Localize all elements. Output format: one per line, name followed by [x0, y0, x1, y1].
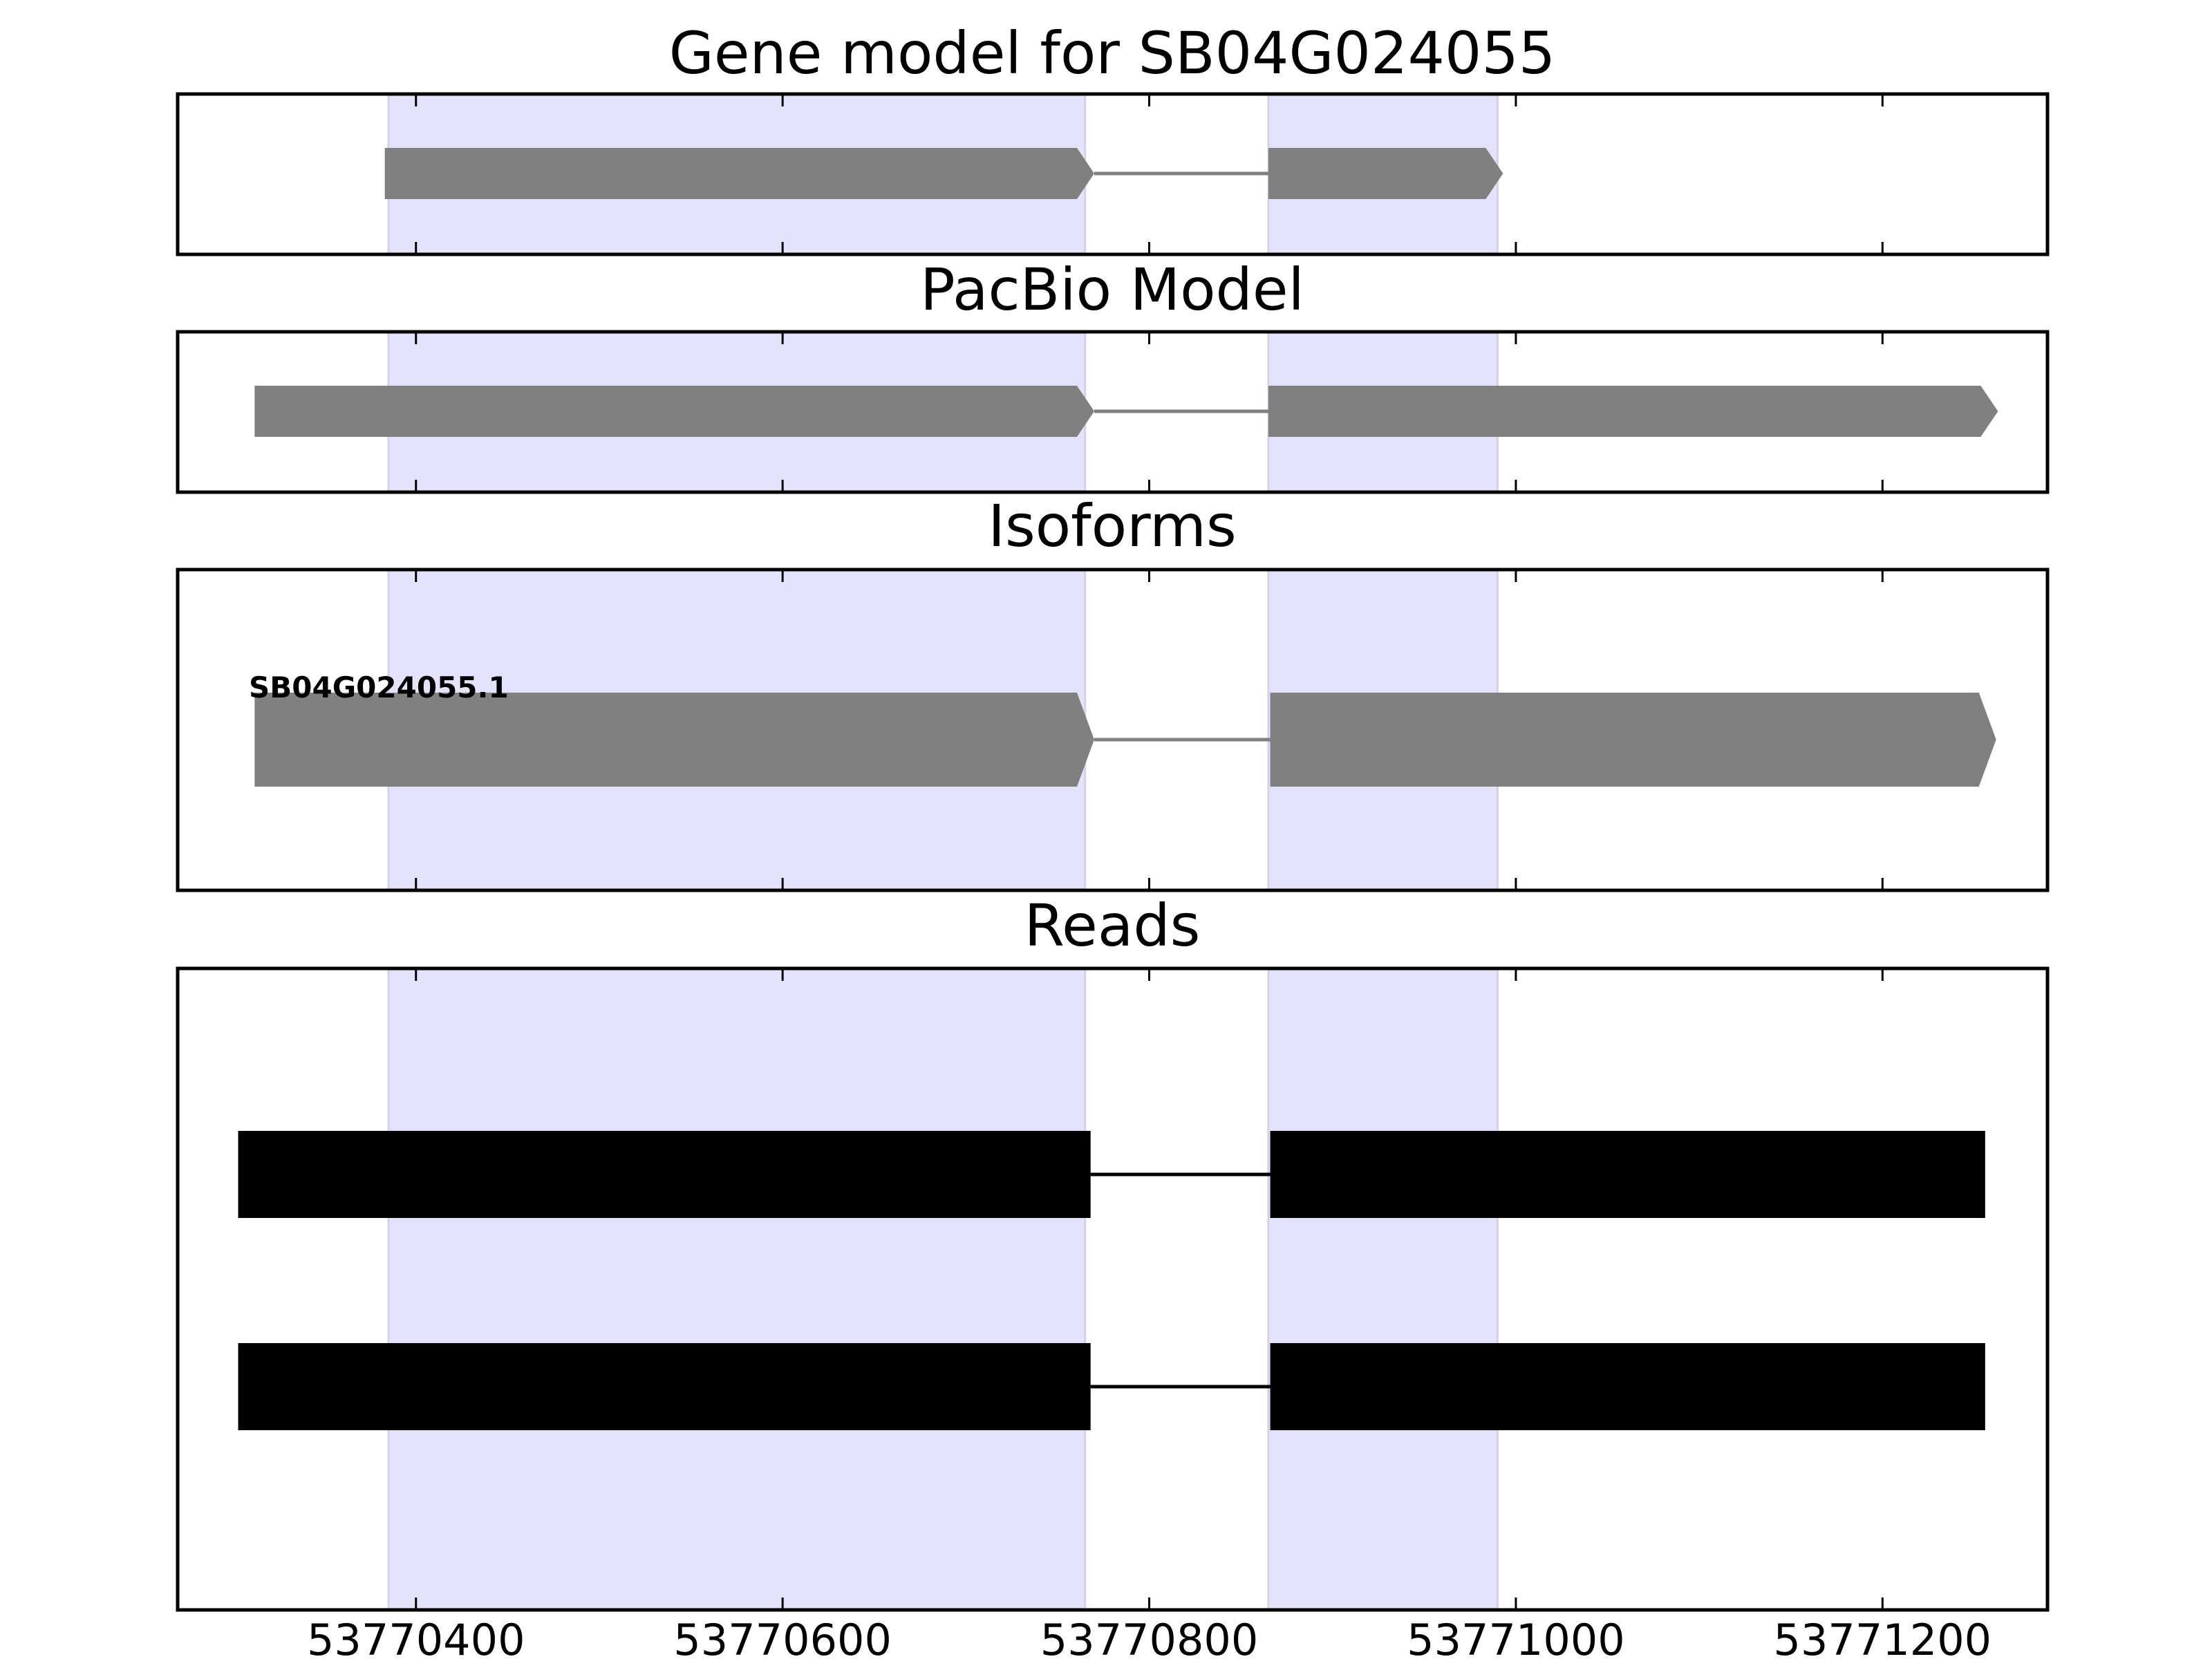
x-tick-label: 53770400 — [307, 1615, 525, 1659]
exon-block — [1270, 693, 1996, 787]
tick-marks — [415, 968, 1884, 1610]
highlight-regions — [387, 967, 1499, 1611]
feature-track — [254, 386, 1998, 437]
x-axis-labels: 53770400 53770600 53770800 53771000 5377… — [307, 1615, 1991, 1659]
panel-frame — [176, 568, 2050, 892]
panel-frame — [176, 330, 2050, 494]
tick-marks — [415, 94, 1884, 254]
panel-isoforms: Isoforms SB04G024055.1 — [176, 492, 2050, 892]
panel-frame — [176, 966, 2050, 1612]
x-tick-label: 53771000 — [1407, 1615, 1625, 1659]
panel-title-gene-model: Gene model for SB04G024055 — [669, 19, 1555, 87]
highlight-region — [1267, 967, 1499, 1611]
panel-frame — [176, 92, 2050, 256]
tick-marks — [415, 332, 1884, 492]
panel-gene-model: Gene model for SB04G024055 — [176, 19, 2050, 256]
panel-reads: Reads — [176, 892, 2050, 1612]
panel-pacbio-model: PacBio Model — [176, 256, 2050, 494]
exon-block — [254, 693, 1094, 787]
x-tick-label: 53771200 — [1774, 1615, 1992, 1659]
feature-track — [254, 693, 1996, 787]
read-block — [1270, 1343, 1985, 1430]
panel-title-reads: Reads — [1024, 892, 1201, 959]
x-tick-label: 53770800 — [1040, 1615, 1259, 1659]
highlight-region — [387, 967, 1087, 1611]
feature-track — [384, 148, 1503, 199]
feature-track — [238, 1131, 1985, 1430]
isoform-label: SB04G024055.1 — [249, 671, 509, 704]
panel-title-pacbio-model: PacBio Model — [920, 256, 1304, 324]
read-block — [1270, 1131, 1985, 1218]
exon-block — [384, 148, 1094, 199]
x-tick-label: 53770600 — [673, 1615, 892, 1659]
panel-title-isoforms: Isoforms — [988, 492, 1237, 560]
exon-block — [1268, 148, 1503, 199]
read-block — [238, 1131, 1091, 1218]
exon-block — [254, 386, 1094, 437]
read-block — [238, 1343, 1091, 1430]
tick-marks — [415, 570, 1884, 890]
exon-block — [1268, 386, 1998, 437]
